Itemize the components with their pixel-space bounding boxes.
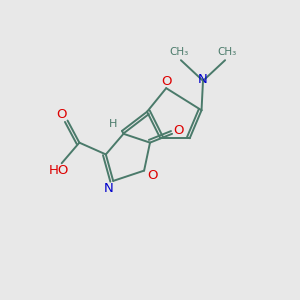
Text: CH₃: CH₃: [217, 47, 236, 57]
Text: O: O: [161, 75, 171, 88]
Text: HO: HO: [49, 164, 69, 177]
Text: O: O: [173, 124, 184, 137]
Text: O: O: [147, 169, 158, 182]
Text: H: H: [108, 119, 117, 129]
Text: CH₃: CH₃: [170, 47, 189, 57]
Text: N: N: [104, 182, 114, 195]
Text: N: N: [198, 73, 208, 86]
Text: O: O: [56, 108, 66, 121]
